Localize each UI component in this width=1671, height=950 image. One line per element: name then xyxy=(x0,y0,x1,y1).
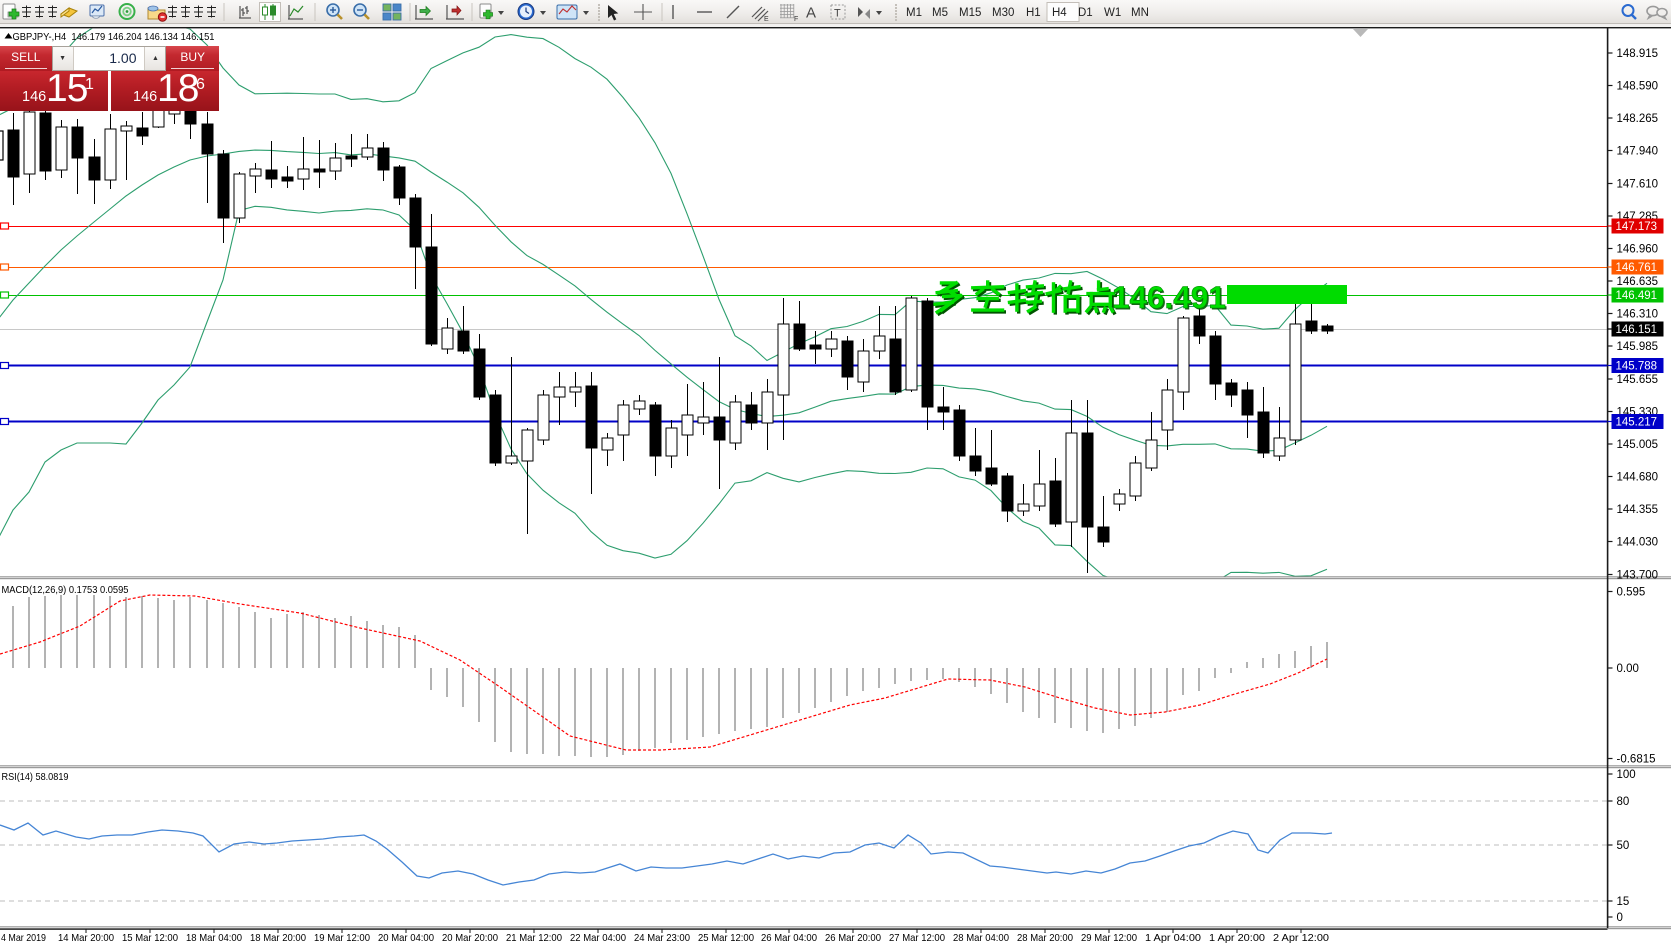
svg-text:29 Mar 12:00: 29 Mar 12:00 xyxy=(1081,932,1137,944)
svg-text:148.915: 148.915 xyxy=(1617,48,1659,60)
svg-text:24 Mar 23:00: 24 Mar 23:00 xyxy=(634,932,690,944)
svg-text:147.610: 147.610 xyxy=(1617,179,1659,191)
svg-text:26 Mar 04:00: 26 Mar 04:00 xyxy=(761,932,817,944)
svg-text:1 Apr 04:00: 1 Apr 04:00 xyxy=(1145,932,1201,944)
svg-text:144.030: 144.030 xyxy=(1617,537,1659,549)
svg-text:4 Mar 2019: 4 Mar 2019 xyxy=(1,932,46,944)
svg-text:28 Mar 20:00: 28 Mar 20:00 xyxy=(1017,932,1073,944)
svg-text:RSI(14) 58.0819: RSI(14) 58.0819 xyxy=(2,771,69,783)
svg-text:146.960: 146.960 xyxy=(1617,244,1659,256)
svg-text:18 Mar 20:00: 18 Mar 20:00 xyxy=(250,932,306,944)
svg-text:144.680: 144.680 xyxy=(1617,472,1659,484)
svg-text:F: F xyxy=(794,16,798,23)
svg-text:-0.6815: -0.6815 xyxy=(1617,754,1656,766)
svg-text:145.655: 145.655 xyxy=(1617,374,1659,386)
svg-text:M5: M5 xyxy=(932,7,948,19)
svg-text:14 Mar 20:00: 14 Mar 20:00 xyxy=(58,932,114,944)
svg-text:145.005: 145.005 xyxy=(1617,439,1659,451)
svg-text:0: 0 xyxy=(1617,912,1623,924)
svg-text:143.700: 143.700 xyxy=(1617,570,1659,582)
svg-text:146.491: 146.491 xyxy=(1114,281,1228,317)
svg-text:1 Apr 20:00: 1 Apr 20:00 xyxy=(1209,932,1265,944)
svg-text:0.595: 0.595 xyxy=(1617,587,1646,599)
svg-text:145.217: 145.217 xyxy=(1616,417,1658,429)
svg-text:146.310: 146.310 xyxy=(1617,309,1659,321)
svg-text:M1: M1 xyxy=(906,7,922,19)
svg-text:148.590: 148.590 xyxy=(1617,81,1659,93)
svg-text:18 Mar 04:00: 18 Mar 04:00 xyxy=(186,932,242,944)
svg-text:22 Mar 04:00: 22 Mar 04:00 xyxy=(570,932,626,944)
svg-text:MN: MN xyxy=(1131,7,1149,19)
svg-text:M30: M30 xyxy=(992,7,1014,19)
svg-text:15: 15 xyxy=(1617,896,1630,908)
svg-text:20 Mar 04:00: 20 Mar 04:00 xyxy=(378,932,434,944)
svg-text:148.265: 148.265 xyxy=(1617,113,1659,125)
svg-text:19 Mar 12:00: 19 Mar 12:00 xyxy=(314,932,370,944)
svg-text:H4: H4 xyxy=(1052,7,1067,19)
svg-text:147.940: 147.940 xyxy=(1617,146,1659,158)
svg-text:146.761: 146.761 xyxy=(1616,262,1658,274)
svg-text:50: 50 xyxy=(1617,840,1630,852)
svg-text:146.491: 146.491 xyxy=(1112,279,1226,315)
svg-text:A: A xyxy=(806,5,816,22)
svg-text:21 Mar 12:00: 21 Mar 12:00 xyxy=(506,932,562,944)
svg-text:146.151: 146.151 xyxy=(1616,324,1658,336)
svg-text:146.635: 146.635 xyxy=(1617,276,1659,288)
svg-text:GBPJPY-,H4 146.179 146.204 14: GBPJPY-,H4 146.179 146.204 146.134 146.1… xyxy=(13,31,215,43)
svg-text:MACD(12,26,9) 0.1753 0.0595: MACD(12,26,9) 0.1753 0.0595 xyxy=(2,584,129,596)
svg-text:E: E xyxy=(764,16,769,23)
svg-text:100: 100 xyxy=(1617,769,1636,781)
svg-text:D1: D1 xyxy=(1078,7,1093,19)
svg-text:25 Mar 12:00: 25 Mar 12:00 xyxy=(698,932,754,944)
svg-text:H1: H1 xyxy=(1026,7,1041,19)
svg-text:26 Mar 20:00: 26 Mar 20:00 xyxy=(825,932,881,944)
svg-text:M15: M15 xyxy=(959,7,981,19)
svg-text:2 Apr 12:00: 2 Apr 12:00 xyxy=(1273,932,1329,944)
svg-text:80: 80 xyxy=(1617,796,1630,808)
svg-text:147.173: 147.173 xyxy=(1616,221,1658,233)
svg-text:146.491: 146.491 xyxy=(1616,290,1658,302)
svg-text:27 Mar 12:00: 27 Mar 12:00 xyxy=(889,932,945,944)
svg-text:28 Mar 04:00: 28 Mar 04:00 xyxy=(953,932,1009,944)
svg-text:145.788: 145.788 xyxy=(1616,361,1658,373)
svg-text:145.985: 145.985 xyxy=(1617,341,1659,353)
svg-text:144.355: 144.355 xyxy=(1617,504,1659,516)
svg-text:20 Mar 20:00: 20 Mar 20:00 xyxy=(442,932,498,944)
svg-text:T: T xyxy=(834,8,841,20)
svg-text:15 Mar 12:00: 15 Mar 12:00 xyxy=(122,932,178,944)
svg-text:0.00: 0.00 xyxy=(1617,663,1639,675)
svg-text:W1: W1 xyxy=(1104,7,1121,19)
